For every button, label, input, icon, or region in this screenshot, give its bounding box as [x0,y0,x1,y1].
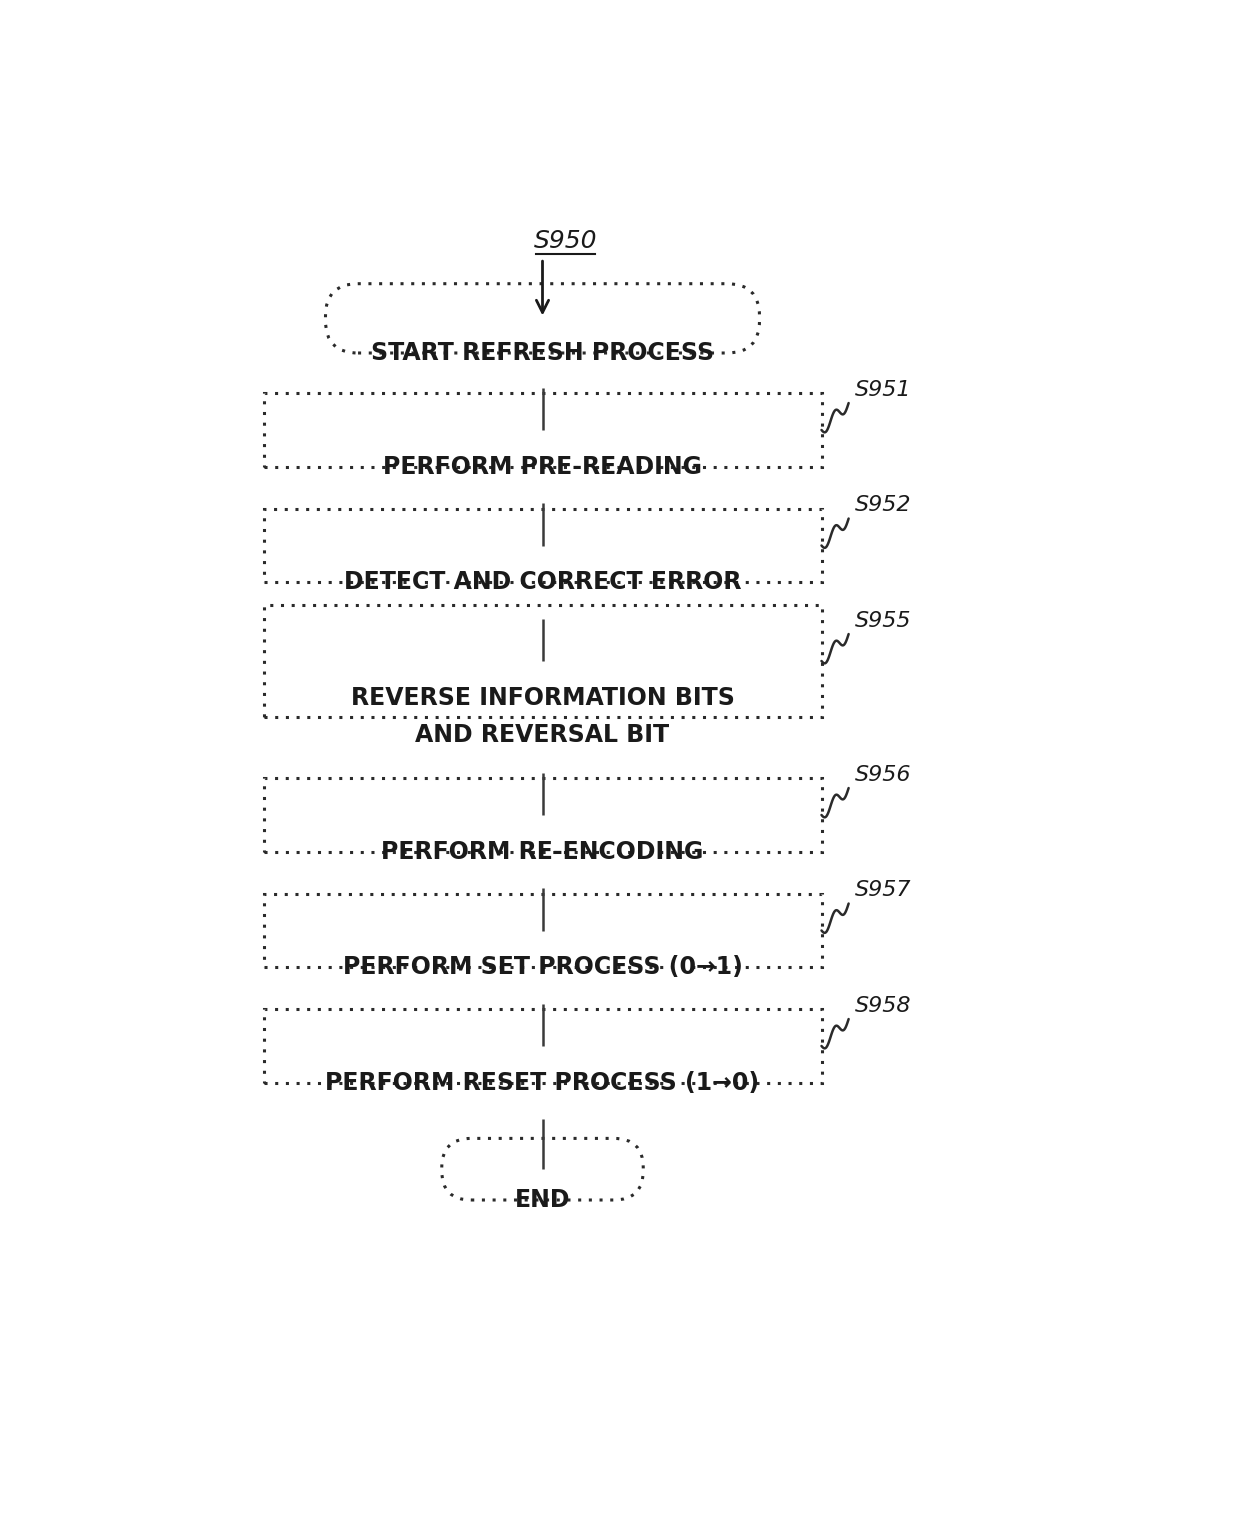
Text: PERFORM RE-ENCODING: PERFORM RE-ENCODING [382,840,703,863]
Text: DETECT AND CORRECT ERROR: DETECT AND CORRECT ERROR [343,571,742,594]
Text: END: END [515,1187,570,1212]
Bar [263,393,821,467]
Text: PERFORM SET PROCESS (0→1): PERFORM SET PROCESS (0→1) [342,955,743,979]
Text: S955: S955 [856,610,911,630]
Text: PERFORM PRE-READING: PERFORM PRE-READING [383,454,702,479]
Text: REVERSE INFORMATION BITS
AND REVERSAL BIT: REVERSE INFORMATION BITS AND REVERSAL BI… [351,685,734,748]
Text: S950: S950 [534,230,598,254]
Bar [263,1010,821,1083]
Text: S956: S956 [856,765,911,785]
Bar [263,779,821,852]
Text: S952: S952 [856,496,911,516]
Bar [263,606,821,718]
Bar [263,509,821,581]
Text: PERFORM RESET PROCESS (1→0): PERFORM RESET PROCESS (1→0) [325,1071,760,1094]
Bar [263,894,821,967]
Text: S958: S958 [856,996,911,1016]
FancyBboxPatch shape [441,1138,644,1200]
FancyBboxPatch shape [325,283,759,353]
Text: S957: S957 [856,880,911,901]
Text: START REFRESH PROCESS: START REFRESH PROCESS [371,341,714,366]
Text: S951: S951 [856,379,911,399]
